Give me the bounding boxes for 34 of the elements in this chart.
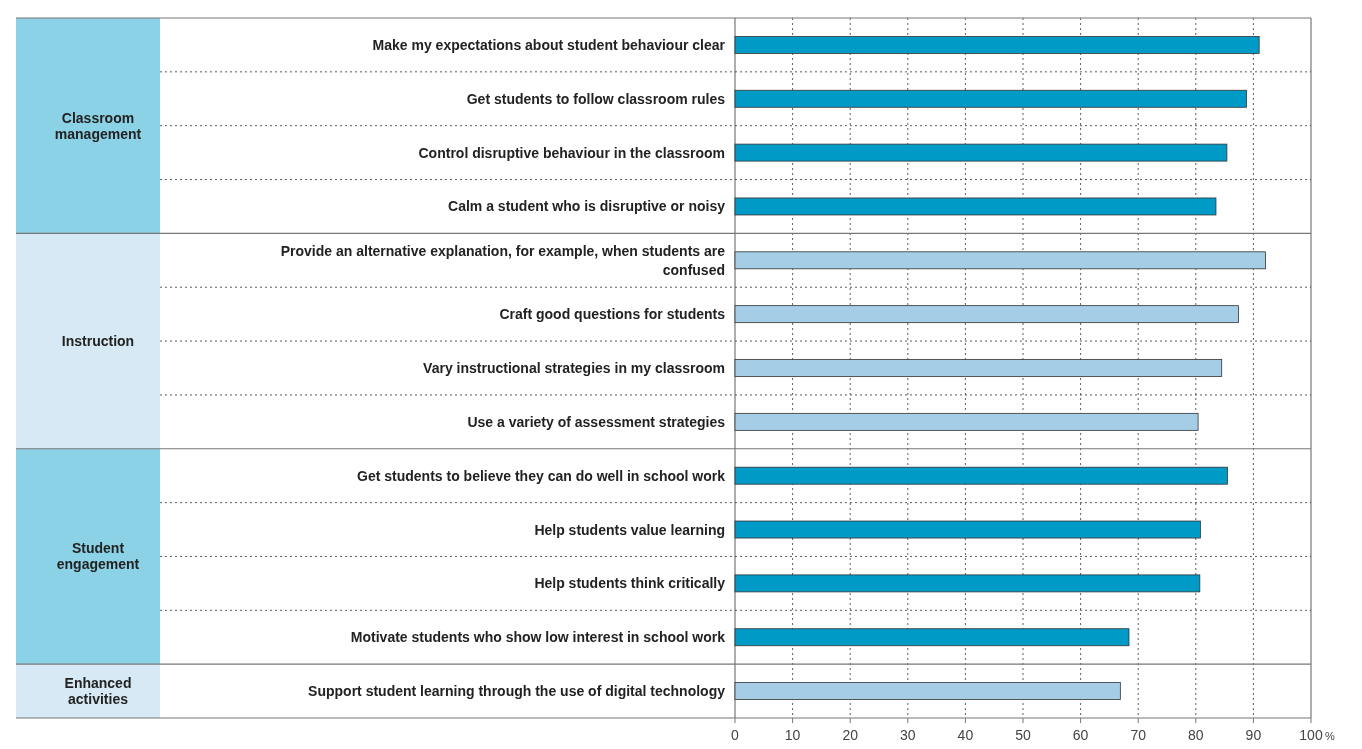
bar xyxy=(734,682,1121,700)
y-tick-label: Help students think critically xyxy=(534,575,726,592)
x-tick-label: 40 xyxy=(957,727,974,743)
x-tick-label: 30 xyxy=(900,727,916,743)
x-tick-label: 50 xyxy=(1015,727,1031,743)
x-tick-label: 80 xyxy=(1188,727,1204,743)
y-tick-label: Help students value learning xyxy=(534,521,725,538)
y-tick-label: Control disruptive behaviour in the classroom xyxy=(418,144,725,161)
x-tick-label: 20 xyxy=(842,727,859,743)
text: Enhanced activities xyxy=(64,675,132,708)
x-tick-label: 60 xyxy=(1072,727,1089,743)
y-tick-label: Calm a student who is disruptive or noisy xyxy=(448,198,726,215)
x-tick-label: 100 xyxy=(1299,727,1323,743)
text: Instruction xyxy=(61,333,135,350)
y-tick-label: Get students to believe they can do well in school work xyxy=(357,467,726,484)
y-tick-label: Provide an alternative explanation, for example, when students are confused xyxy=(280,242,726,278)
x-tick-label: 70 xyxy=(1130,727,1147,743)
y-tick-label: Make my expectations about student behaviour clear xyxy=(372,36,726,53)
text: Classroom management xyxy=(54,109,142,142)
text: Student engagement xyxy=(56,540,140,573)
y-tick-label: Vary instructional strategies in my classroom xyxy=(423,360,725,376)
bar xyxy=(734,628,1130,647)
x-tick-label: 0 xyxy=(731,727,740,743)
bar xyxy=(734,197,1217,216)
y-tick-label: Use a variety of assessment strategies xyxy=(467,413,726,430)
y-tick-label: Support student learning through the use of digital technology xyxy=(308,683,726,700)
y-tick-label: Get students to follow classroom rules xyxy=(466,90,726,107)
bar xyxy=(734,466,1228,485)
y-tick-label: Craft good questions for students xyxy=(499,306,726,323)
x-axis-title: % xyxy=(1325,730,1335,742)
y-tick-label: Motivate students who show low interest in school work xyxy=(350,629,726,646)
bar xyxy=(734,412,1199,431)
x-tick-label: 10 xyxy=(784,727,801,743)
x-tick-label: 90 xyxy=(1245,727,1262,743)
